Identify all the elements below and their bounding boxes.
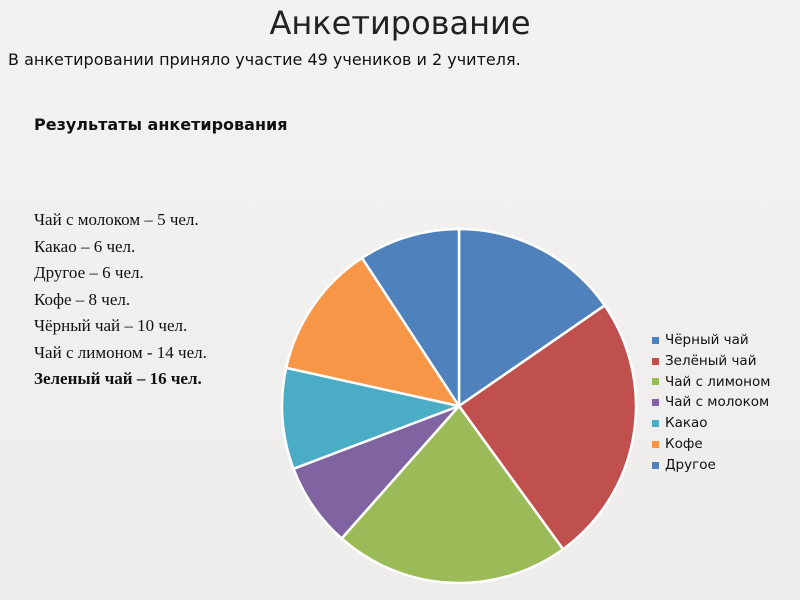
legend-label: Чай с лимоном — [665, 373, 771, 390]
legend-label: Какао — [665, 415, 708, 432]
legend-label: Чай с молоком — [665, 394, 770, 411]
result-item: Чай с лимоном - 14 чел. — [34, 342, 207, 362]
legend-swatch — [652, 399, 659, 407]
legend-item: Чёрный чай — [652, 330, 770, 351]
legend-swatch — [652, 461, 659, 469]
legend-item: Какао — [652, 413, 770, 434]
legend-swatch — [652, 357, 659, 365]
result-item: Кофе – 8 чел. — [34, 289, 131, 309]
pie-slice — [340, 404, 565, 585]
legend-item: Зелёный чай — [652, 351, 770, 372]
legend-item: Чай с молоком — [652, 392, 770, 413]
legend-swatch — [652, 336, 659, 344]
legend-swatch — [652, 378, 659, 386]
pie-slice — [457, 304, 638, 551]
result-item: Чай с молоком – 5 чел. — [34, 210, 199, 229]
legend-label: Другое — [665, 456, 716, 473]
pie-slice — [284, 256, 461, 408]
legend-label: Чёрный чай — [665, 332, 749, 348]
participants-note: В анкетировании приняло участие 49 учени… — [8, 50, 521, 69]
legend-item: Другое — [652, 455, 770, 476]
legend-label: Зелёный чай — [665, 352, 757, 369]
legend-swatch — [652, 440, 659, 448]
results-heading: Результаты анкетирования — [34, 115, 288, 134]
pie-slice — [280, 366, 461, 471]
legend-swatch — [652, 420, 659, 428]
pie-slice — [457, 227, 606, 408]
legend-item: Кофе — [652, 434, 770, 455]
result-item: Чёрный чай – 10 чел. — [34, 316, 188, 335]
result-item: Другое – 6 чел. — [34, 263, 144, 282]
result-item: Какао – 6 чел. — [34, 236, 136, 256]
legend-item: Чай с лимоном — [652, 372, 770, 393]
page-title: Анкетирование — [269, 4, 531, 42]
legend-label: Кофе — [665, 435, 703, 452]
chart-legend: Чёрный чай Зелёный чай Чай с лимоном Чай… — [652, 330, 770, 476]
result-item-top: Зеленый чай – 16 чел. — [34, 369, 202, 388]
pie-slice — [360, 227, 461, 408]
results-list: Чай с молоком – 5 чел. Какао – 6 чел. Др… — [34, 207, 207, 393]
